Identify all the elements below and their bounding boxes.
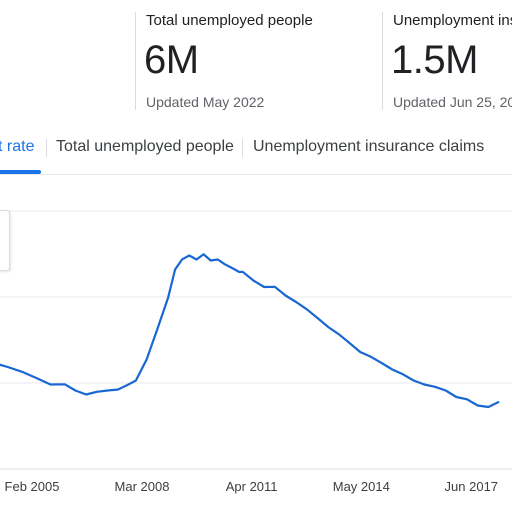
x-axis-tick-label: Apr 2011 [226,479,278,494]
stat-value: 6M [144,38,199,82]
tab-separator [46,139,47,157]
stat-value: 1.5M [393,38,478,82]
tab-total-unemployed[interactable]: Total unemployed people [56,138,234,155]
stat-label: Unemployment insu [393,12,512,29]
tab-bar [0,126,512,175]
stat-card-insurance-claims[interactable]: Unemployment insu 1.5M Updated Jun 25, 2… [393,0,512,112]
x-axis-tick-label: Jun 2017 [445,479,499,494]
stat-divider [135,12,136,110]
stat-label: Total unemployed people [146,12,313,29]
x-axis-tick-label: Feb 2005 [5,479,60,494]
tab-separator [242,139,243,157]
stat-card-unemployment-rate[interactable]: e 2 [0,0,130,112]
tab-unemployment-rate[interactable]: t rate [0,138,35,155]
x-axis-tick-label: May 2014 [333,479,390,494]
chart-series-line [0,253,500,409]
stat-updated: Updated May 2022 [146,94,265,110]
tab-insurance-claims[interactable]: Unemployment insurance claims [253,138,485,155]
stat-updated: Updated Jun 25, 20 [393,94,512,110]
stat-card-total-unemployed[interactable]: Total unemployed people 6M Updated May 2… [144,0,376,112]
chart-tooltip [0,210,10,271]
x-axis-tick-label: Mar 2008 [115,479,170,494]
stat-divider [382,12,383,110]
unemployment-rate-chart[interactable]: Feb 2005 Mar 2008 Apr 2011 May 2014 Jun 2017 [0,190,512,512]
active-tab-indicator [0,170,41,174]
